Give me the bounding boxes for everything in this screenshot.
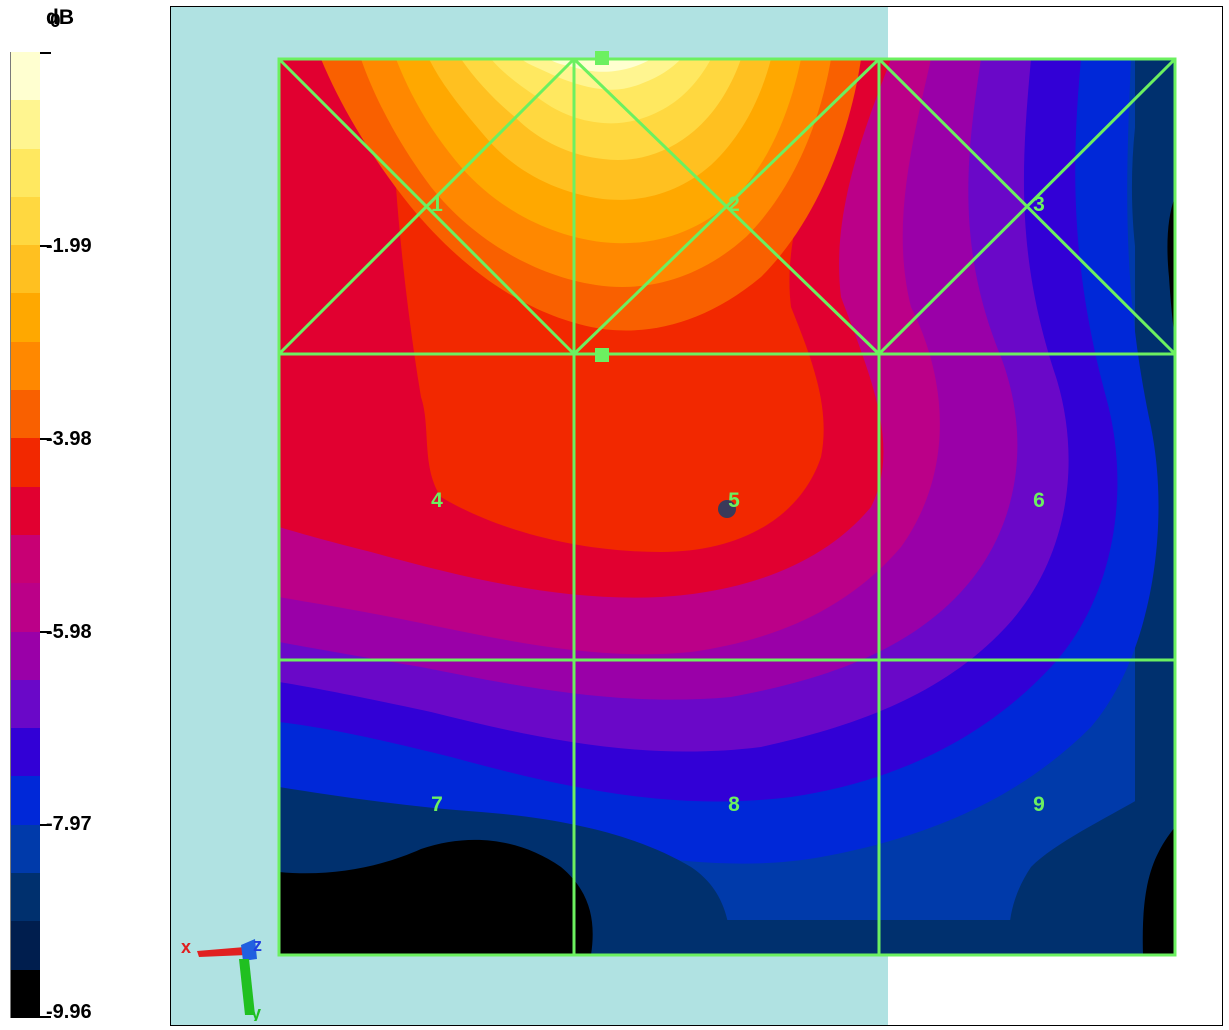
legend-tick-1 <box>40 245 51 247</box>
band-navy-right-bottom <box>1009 777 1175 955</box>
cell-label-5: 5 <box>728 489 740 512</box>
legend-swatch-19 <box>11 969 40 1018</box>
legend-swatch-16 <box>11 824 40 874</box>
legend-swatch-1 <box>11 100 40 149</box>
legend-swatch-15 <box>11 776 40 825</box>
y-axis-label: y <box>251 1003 261 1021</box>
band-light-yellow <box>521 59 681 90</box>
cell-label-3: 3 <box>1033 193 1045 216</box>
legend-label-2: -3.98 <box>46 428 92 450</box>
cell-label-1: 1 <box>431 193 443 216</box>
z-axis-label: z <box>253 935 262 955</box>
cell-label-9: 9 <box>1033 793 1045 816</box>
legend-swatch-10 <box>11 534 40 584</box>
cell-label-6: 6 <box>1033 489 1045 512</box>
legend-swatch-4 <box>11 245 40 294</box>
legend-label-3: -5.98 <box>46 621 92 643</box>
mesh-diag-3b <box>877 57 1177 356</box>
cell-label-7: 7 <box>431 793 443 816</box>
x-axis-label: x <box>181 937 191 957</box>
y-axis-arrow <box>239 959 255 1015</box>
legend-label-5: -9.96 <box>46 1001 92 1023</box>
legend-tick-3 <box>40 631 51 633</box>
band-navy-right-top <box>1131 59 1175 427</box>
legend-swatch-8 <box>11 438 40 487</box>
x-axis-arrow <box>197 947 247 957</box>
legend-tick-4 <box>40 824 51 826</box>
mesh-grid <box>277 57 1177 957</box>
viewport[interactable]: 1 2 3 4 5 6 7 8 9 x z y <box>170 6 1223 1026</box>
legend-label-0: 0 <box>50 11 61 32</box>
legend-unit: dB <box>46 6 74 29</box>
legend-label-4: -7.97 <box>46 813 92 835</box>
legend-tick-0 <box>40 52 51 54</box>
legend-swatch-17 <box>11 873 40 922</box>
legend-tick-2 <box>40 438 51 440</box>
contour-plot[interactable] <box>171 7 1223 1026</box>
legend-swatch-0 <box>11 52 40 101</box>
legend-tick-5 <box>40 1016 51 1018</box>
legend-swatch-18 <box>11 921 40 970</box>
mesh-diag-1b <box>277 57 576 356</box>
legend-swatch-7 <box>11 390 40 439</box>
cell-label-8: 8 <box>728 793 740 816</box>
legend-colorbar <box>10 52 40 1018</box>
legend-swatch-2 <box>11 148 40 197</box>
probe-point[interactable] <box>718 500 736 518</box>
cell-label-4: 4 <box>431 489 443 512</box>
legend-swatch-5 <box>11 293 40 342</box>
axis-triad: x z y <box>181 935 262 1021</box>
mesh-node-marker-middle[interactable] <box>595 348 609 362</box>
legend-swatch-12 <box>11 631 40 680</box>
contour-bands <box>279 59 1175 955</box>
legend-label-1: -1.99 <box>46 235 92 257</box>
mesh-node-marker-top[interactable] <box>595 51 609 65</box>
legend-swatch-9 <box>11 486 40 535</box>
legend-swatch-3 <box>11 196 40 246</box>
legend-swatch-14 <box>11 728 40 777</box>
mesh-boundary <box>277 57 1177 957</box>
legend-swatch-13 <box>11 679 40 729</box>
band-black-right <box>1142 197 1175 955</box>
legend-swatch-11 <box>11 583 40 632</box>
cell-label-2: 2 <box>728 193 740 216</box>
band-black-bottom <box>279 839 593 955</box>
z-axis-arrow <box>241 939 257 961</box>
mesh-diag-2b <box>572 57 881 356</box>
legend-swatch-6 <box>11 341 40 391</box>
